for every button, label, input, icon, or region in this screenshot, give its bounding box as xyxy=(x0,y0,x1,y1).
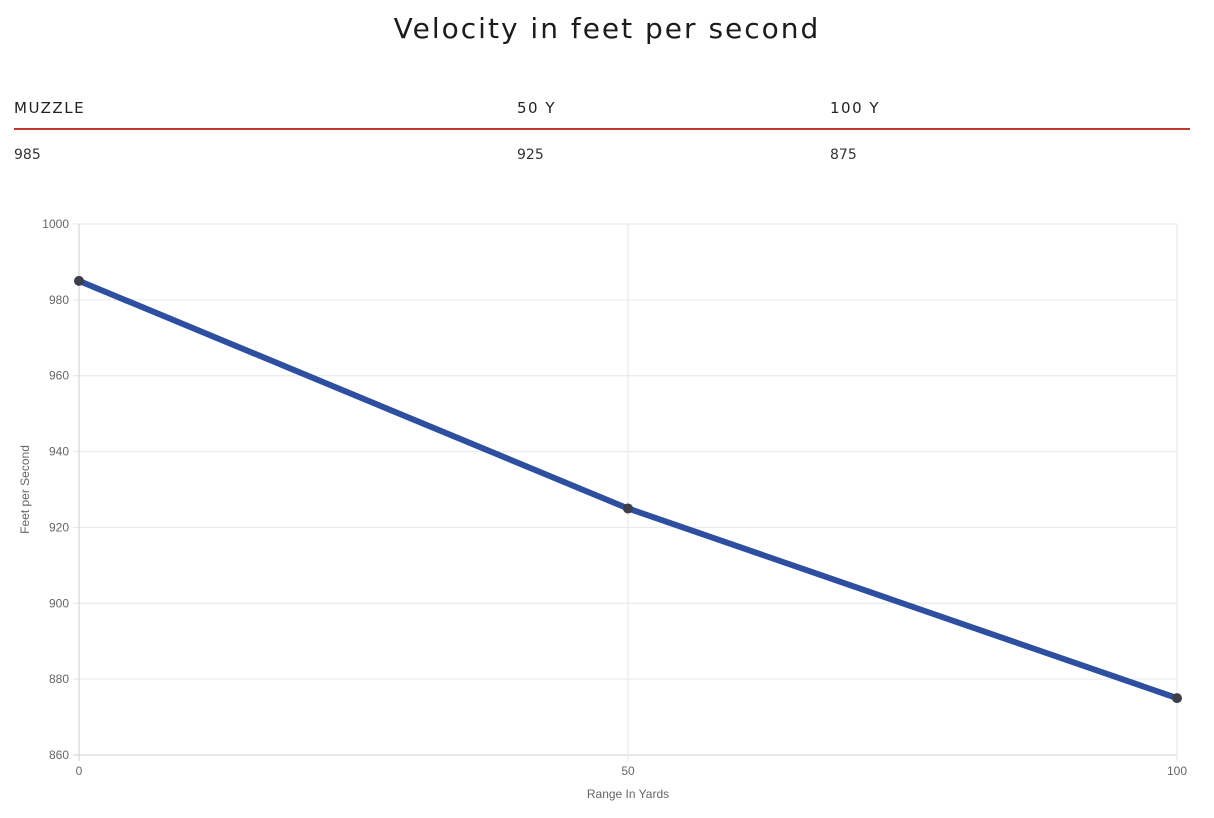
velocity-table-row: 985 925 875 xyxy=(14,130,1190,172)
y-tick-label: 880 xyxy=(49,672,69,686)
value-muzzle: 985 xyxy=(14,147,41,163)
value-100-yards: 875 xyxy=(830,147,857,163)
y-tick-label: 980 xyxy=(49,293,69,307)
velocity-table: MUZZLE 50 Y 100 Y 985 925 875 xyxy=(14,92,1190,172)
data-point xyxy=(1172,693,1182,704)
y-tick-label: 920 xyxy=(49,520,69,534)
y-tick-label: 940 xyxy=(49,445,69,459)
value-50-yards: 925 xyxy=(517,147,544,163)
x-tick-label: 50 xyxy=(621,764,635,778)
data-point xyxy=(623,503,633,514)
y-tick-label: 1000 xyxy=(42,217,69,231)
y-tick-label: 900 xyxy=(49,596,69,610)
x-tick-label: 0 xyxy=(76,764,83,778)
data-point xyxy=(74,275,84,286)
y-axis-label: Feet per Second xyxy=(18,445,32,534)
y-tick-label: 860 xyxy=(49,748,69,762)
header-muzzle: MUZZLE xyxy=(14,99,86,117)
header-100-yards: 100 Y xyxy=(830,99,881,117)
chart-title: Velocity in feet per second xyxy=(393,12,821,45)
velocity-line-chart: 860 880 900 920 940 960 980 1000 0 50 100 Range In … xyxy=(18,217,1187,801)
x-tick-label: 100 xyxy=(1167,764,1187,778)
x-axis-label: Range In Yards xyxy=(587,787,669,801)
velocity-table-header: MUZZLE 50 Y 100 Y xyxy=(14,92,1190,130)
header-50-yards: 50 Y xyxy=(517,99,557,117)
y-tick-label: 960 xyxy=(49,369,69,383)
